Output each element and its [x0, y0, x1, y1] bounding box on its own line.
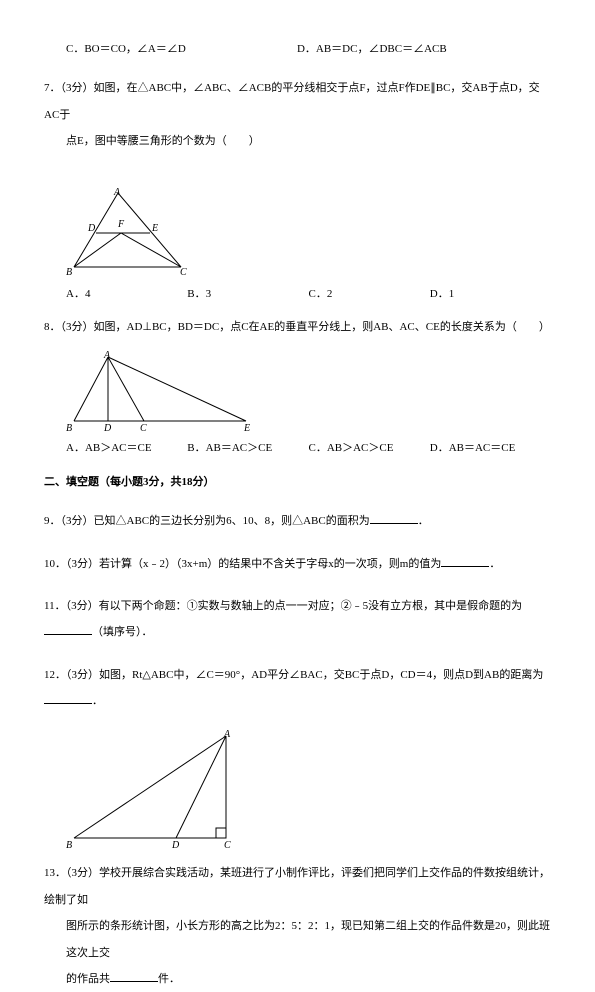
q13: 13．（3分）学校开展综合实践活动，某班进行了小制作评比，评委们把同学们上交作品… [44, 860, 551, 992]
q13-stem-line3b: 件． [158, 973, 180, 985]
svg-text:B: B [66, 267, 72, 277]
q12-figure: ABCD [66, 730, 551, 850]
q11-blank [44, 624, 92, 635]
q9-tail: ． [418, 515, 429, 527]
svg-text:A: A [223, 730, 231, 740]
q8-optD: D．AB＝AC＝CE [430, 441, 551, 456]
svg-text:F: F [117, 219, 125, 230]
q13-stem-line3a: 的作品共 [44, 973, 110, 985]
q11: 11．（3分）有以下两个命题：①实数与数轴上的点一一对应；②﹣5没有立方根，其中… [44, 593, 551, 646]
q7-stem: 7．（3分）如图，在△ABC中，∠ABC、∠ACB的平分线相交于点F，过点F作D… [44, 75, 551, 170]
q9: 9．（3分）已知△ABC的三边长分别为6、10、8，则△ABC的面积为 ． [44, 508, 551, 534]
svg-text:A: A [113, 187, 121, 198]
q11-stem: 11．（3分）有以下两个命题：①实数与数轴上的点一一对应；②﹣5没有立方根，其中… [44, 600, 522, 612]
q11-tail: （填序号）． [92, 626, 153, 638]
q9-blank [370, 513, 418, 524]
svg-text:D: D [87, 223, 96, 234]
q10: 10．（3分）若计算（x﹣2）（3x+m）的结果中不含关于字母x的一次项，则m的… [44, 551, 551, 577]
q10-tail: ． [489, 558, 500, 570]
q9-stem: 9．（3分）已知△ABC的三边长分别为6、10、8，则△ABC的面积为 [44, 515, 370, 527]
svg-text:E: E [151, 223, 158, 234]
q13-blank [110, 971, 158, 982]
svg-text:E: E [243, 423, 250, 431]
section2-header: 二、填空题（每小题3分，共18分） [44, 475, 551, 490]
q7-optB: B．3 [187, 287, 308, 302]
q8-optA: A．AB＞AC＝CE [44, 441, 187, 456]
svg-text:D: D [103, 423, 112, 431]
q6-optC: C．BO＝CO，∠A＝∠D [44, 42, 297, 57]
q12-tail: ． [92, 695, 103, 707]
q6-options: C．BO＝CO，∠A＝∠D D．AB＝DC，∠DBC＝∠ACB [44, 42, 551, 57]
q12-blank [44, 693, 92, 704]
q10-stem: 10．（3分）若计算（x﹣2）（3x+m）的结果中不含关于字母x的一次项，则m的… [44, 558, 441, 570]
svg-text:C: C [140, 423, 147, 431]
q7-stem-line1: 7．（3分）如图，在△ABC中，∠ABC、∠ACB的平分线相交于点F，过点F作D… [44, 82, 540, 120]
q8-figure: A B D C E [66, 351, 551, 431]
q7-stem-line2: 点E，图中等腰三角形的个数为（ ） [44, 128, 260, 154]
q7-options: A．4 B．3 C．2 D．1 [44, 287, 551, 302]
q10-blank [441, 556, 489, 567]
q12: 12．（3分）如图，Rt△ABC中，∠C＝90°，AD平分∠BAC，交BC于点D… [44, 662, 551, 715]
svg-text:C: C [180, 267, 187, 277]
q12-stem: 12．（3分）如图，Rt△ABC中，∠C＝90°，AD平分∠BAC，交BC于点D… [44, 669, 543, 681]
q7-optD: D．1 [430, 287, 551, 302]
q8-options: A．AB＞AC＝CE B．AB＝AC＞CE C．AB＞AC＞CE D．AB＝AC… [44, 441, 551, 456]
svg-text:A: A [103, 351, 111, 361]
q13-stem-line1: 13．（3分）学校开展综合实践活动，某班进行了小制作评比，评委们把同学们上交作品… [44, 867, 550, 905]
q7-optA: A．4 [44, 287, 187, 302]
q7-figure: A B C D E F [66, 187, 551, 277]
svg-text:B: B [66, 423, 72, 431]
q13-stem-line2: 图所示的条形统计图，小长方形的高之比为2：5：2：1，现已知第二组上交的作品件数… [44, 913, 551, 966]
q8-stem: 8．（3分）如图，AD⊥BC，BD＝DC，点C在AE的垂直平分线上，则AB、AC… [44, 320, 551, 335]
q7-optC: C．2 [309, 287, 430, 302]
q6-optD: D．AB＝DC，∠DBC＝∠ACB [297, 42, 551, 57]
q8-optB: B．AB＝AC＞CE [187, 441, 308, 456]
q8-optC: C．AB＞AC＞CE [309, 441, 430, 456]
